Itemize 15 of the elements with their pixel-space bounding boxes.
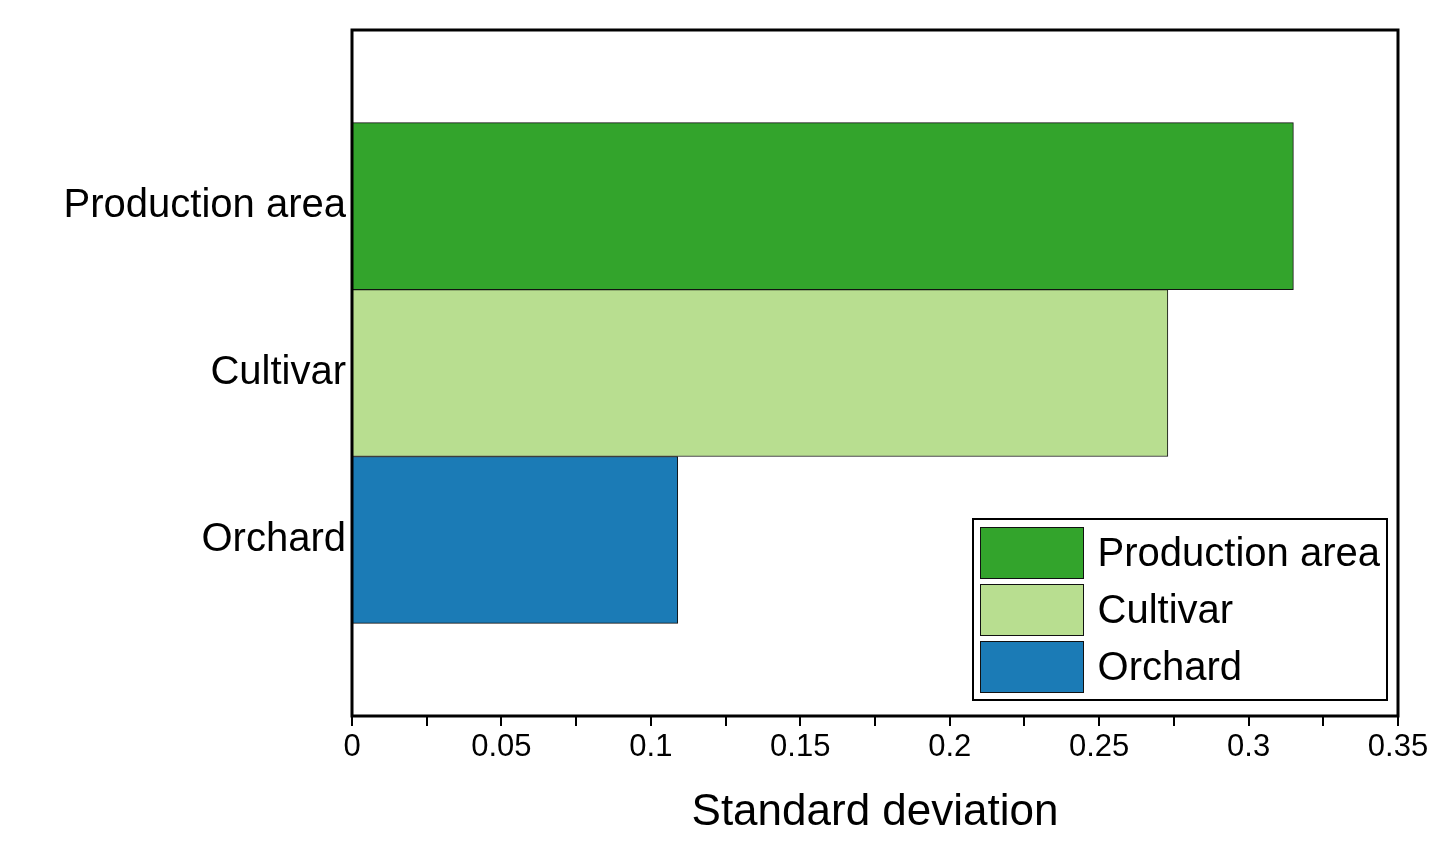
y-tick-label: Production area: [63, 181, 347, 226]
x-axis-title: Standard deviation: [691, 784, 1059, 834]
x-tick-label: 0.1: [629, 728, 673, 764]
y-tick-label: Orchard: [201, 514, 346, 559]
x-tick-label: 0.35: [1367, 728, 1429, 764]
x-tick-label: 0.2: [928, 728, 972, 764]
legend-label: Orchard: [1097, 644, 1243, 689]
y-tick-label: Cultivar: [210, 348, 346, 393]
x-tick-label: 0.3: [1227, 728, 1271, 764]
x-tick-label: 0.05: [471, 728, 532, 764]
x-tick-label: 0.15: [770, 728, 831, 764]
legend-label: Cultivar: [1097, 587, 1234, 632]
x-tick-label: 0.25: [1068, 728, 1130, 764]
legend-label: Production area: [1097, 530, 1380, 575]
x-tick-label: 0: [343, 728, 361, 764]
